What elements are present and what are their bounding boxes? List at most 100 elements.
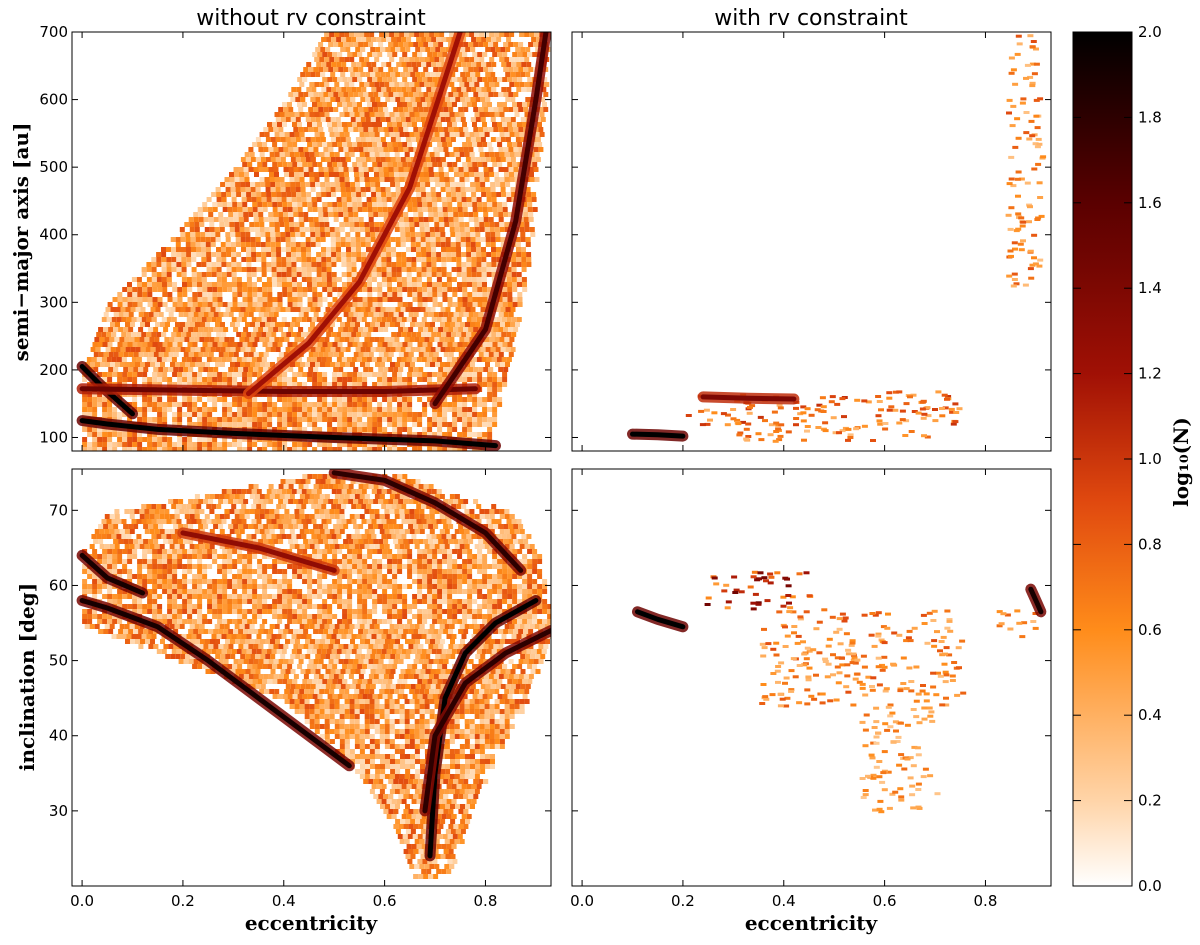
heatmap-cell <box>218 212 224 217</box>
heatmap-cell <box>272 342 278 347</box>
heatmap-cell <box>487 422 493 427</box>
heatmap-cell <box>211 357 217 362</box>
heatmap-cell <box>157 402 163 407</box>
heatmap-cell <box>492 77 498 82</box>
heatmap-cell <box>365 157 371 162</box>
heatmap-cell <box>417 447 423 451</box>
heatmap-cell <box>254 227 260 232</box>
heatmap-cell <box>435 362 440 367</box>
heatmap-cell <box>457 282 462 287</box>
heatmap-cell <box>266 262 272 267</box>
heatmap-cell <box>524 227 530 232</box>
heatmap-cell <box>334 32 340 37</box>
heatmap-cell <box>445 182 451 187</box>
heatmap-cell <box>197 412 203 417</box>
heatmap-cell <box>412 102 417 107</box>
heatmap-cell <box>397 162 403 167</box>
heatmap-cell <box>352 377 358 382</box>
heatmap-cell <box>265 307 271 312</box>
heatmap-cell <box>245 347 251 352</box>
heatmap-cell <box>512 297 518 302</box>
heatmap-cell <box>393 42 399 47</box>
heatmap-cell <box>477 397 483 402</box>
heatmap-cell <box>117 442 123 447</box>
heatmap-cell <box>297 202 303 207</box>
heatmap-cell <box>380 187 386 192</box>
heatmap-cell <box>206 247 211 252</box>
heatmap-cell <box>357 442 363 447</box>
heatmap-cell <box>452 417 458 422</box>
heatmap-cell <box>525 187 531 192</box>
heatmap-cell <box>451 317 457 322</box>
heatmap-cell <box>231 247 236 252</box>
heatmap-cell <box>166 277 172 282</box>
heatmap-cell <box>246 272 252 277</box>
heatmap-cell <box>542 102 547 107</box>
heatmap-cell <box>330 232 336 237</box>
heatmap-cell <box>287 382 293 387</box>
heatmap-cell <box>303 147 309 152</box>
heatmap-cell <box>492 202 498 207</box>
heatmap-cell <box>227 302 233 307</box>
heatmap-cell <box>228 312 234 317</box>
heatmap-cell <box>419 227 425 232</box>
heatmap-cell <box>383 212 389 217</box>
heatmap-cell <box>198 312 204 317</box>
heatmap-cell <box>412 292 418 297</box>
heatmap-cell <box>292 422 298 427</box>
heatmap-cell <box>364 112 370 117</box>
heatmap-cell <box>279 222 285 227</box>
heatmap-cell <box>329 152 335 157</box>
heatmap-cell <box>510 72 516 77</box>
heatmap-cell <box>206 252 212 257</box>
heatmap-cell <box>344 57 350 62</box>
heatmap-cell <box>92 342 98 347</box>
heatmap-cell <box>266 247 271 252</box>
heatmap-cell <box>462 297 468 302</box>
heatmap-cell <box>198 217 204 222</box>
heatmap-cell <box>519 222 525 227</box>
heatmap-cell <box>461 192 467 197</box>
heatmap-cell <box>391 87 397 92</box>
heatmap-cell <box>253 167 259 172</box>
heatmap-cell <box>471 252 477 257</box>
heatmap-cell <box>533 42 539 47</box>
heatmap-cell <box>297 297 303 302</box>
heatmap-cell <box>382 382 388 387</box>
heatmap-cell <box>295 137 301 142</box>
heatmap-cell <box>267 382 273 387</box>
heatmap-cell <box>202 297 208 302</box>
heatmap-cell <box>176 332 182 337</box>
heatmap-cell <box>482 122 487 127</box>
heatmap-cell <box>346 257 352 262</box>
heatmap-cell <box>443 107 449 112</box>
heatmap-cell <box>412 372 418 377</box>
heatmap-cell <box>212 377 218 382</box>
heatmap-cell <box>157 397 163 402</box>
heatmap-cell <box>315 237 321 242</box>
heatmap-cell <box>371 277 377 282</box>
heatmap-cell <box>117 292 123 297</box>
heatmap-cell <box>226 192 232 197</box>
heatmap-cell <box>455 322 460 327</box>
heatmap-cell <box>312 207 318 212</box>
heatmap-cell <box>210 242 216 247</box>
heatmap-cell <box>271 267 277 272</box>
heatmap-cell <box>465 72 471 77</box>
heatmap-cell <box>353 212 359 217</box>
heatmap-cell <box>217 397 223 402</box>
heatmap-cell <box>291 272 297 277</box>
heatmap-cell <box>495 232 501 237</box>
heatmap-cell <box>483 42 489 47</box>
heatmap-cell <box>97 437 103 442</box>
heatmap-cell <box>117 372 123 377</box>
heatmap-cell <box>316 277 322 282</box>
heatmap-cell <box>416 37 422 42</box>
heatmap-cell <box>413 217 419 222</box>
heatmap-cell <box>87 402 93 407</box>
heatmap-cell <box>335 232 341 237</box>
heatmap-cell <box>262 297 268 302</box>
heatmap-cell <box>330 242 336 247</box>
heatmap-cell <box>175 237 181 242</box>
